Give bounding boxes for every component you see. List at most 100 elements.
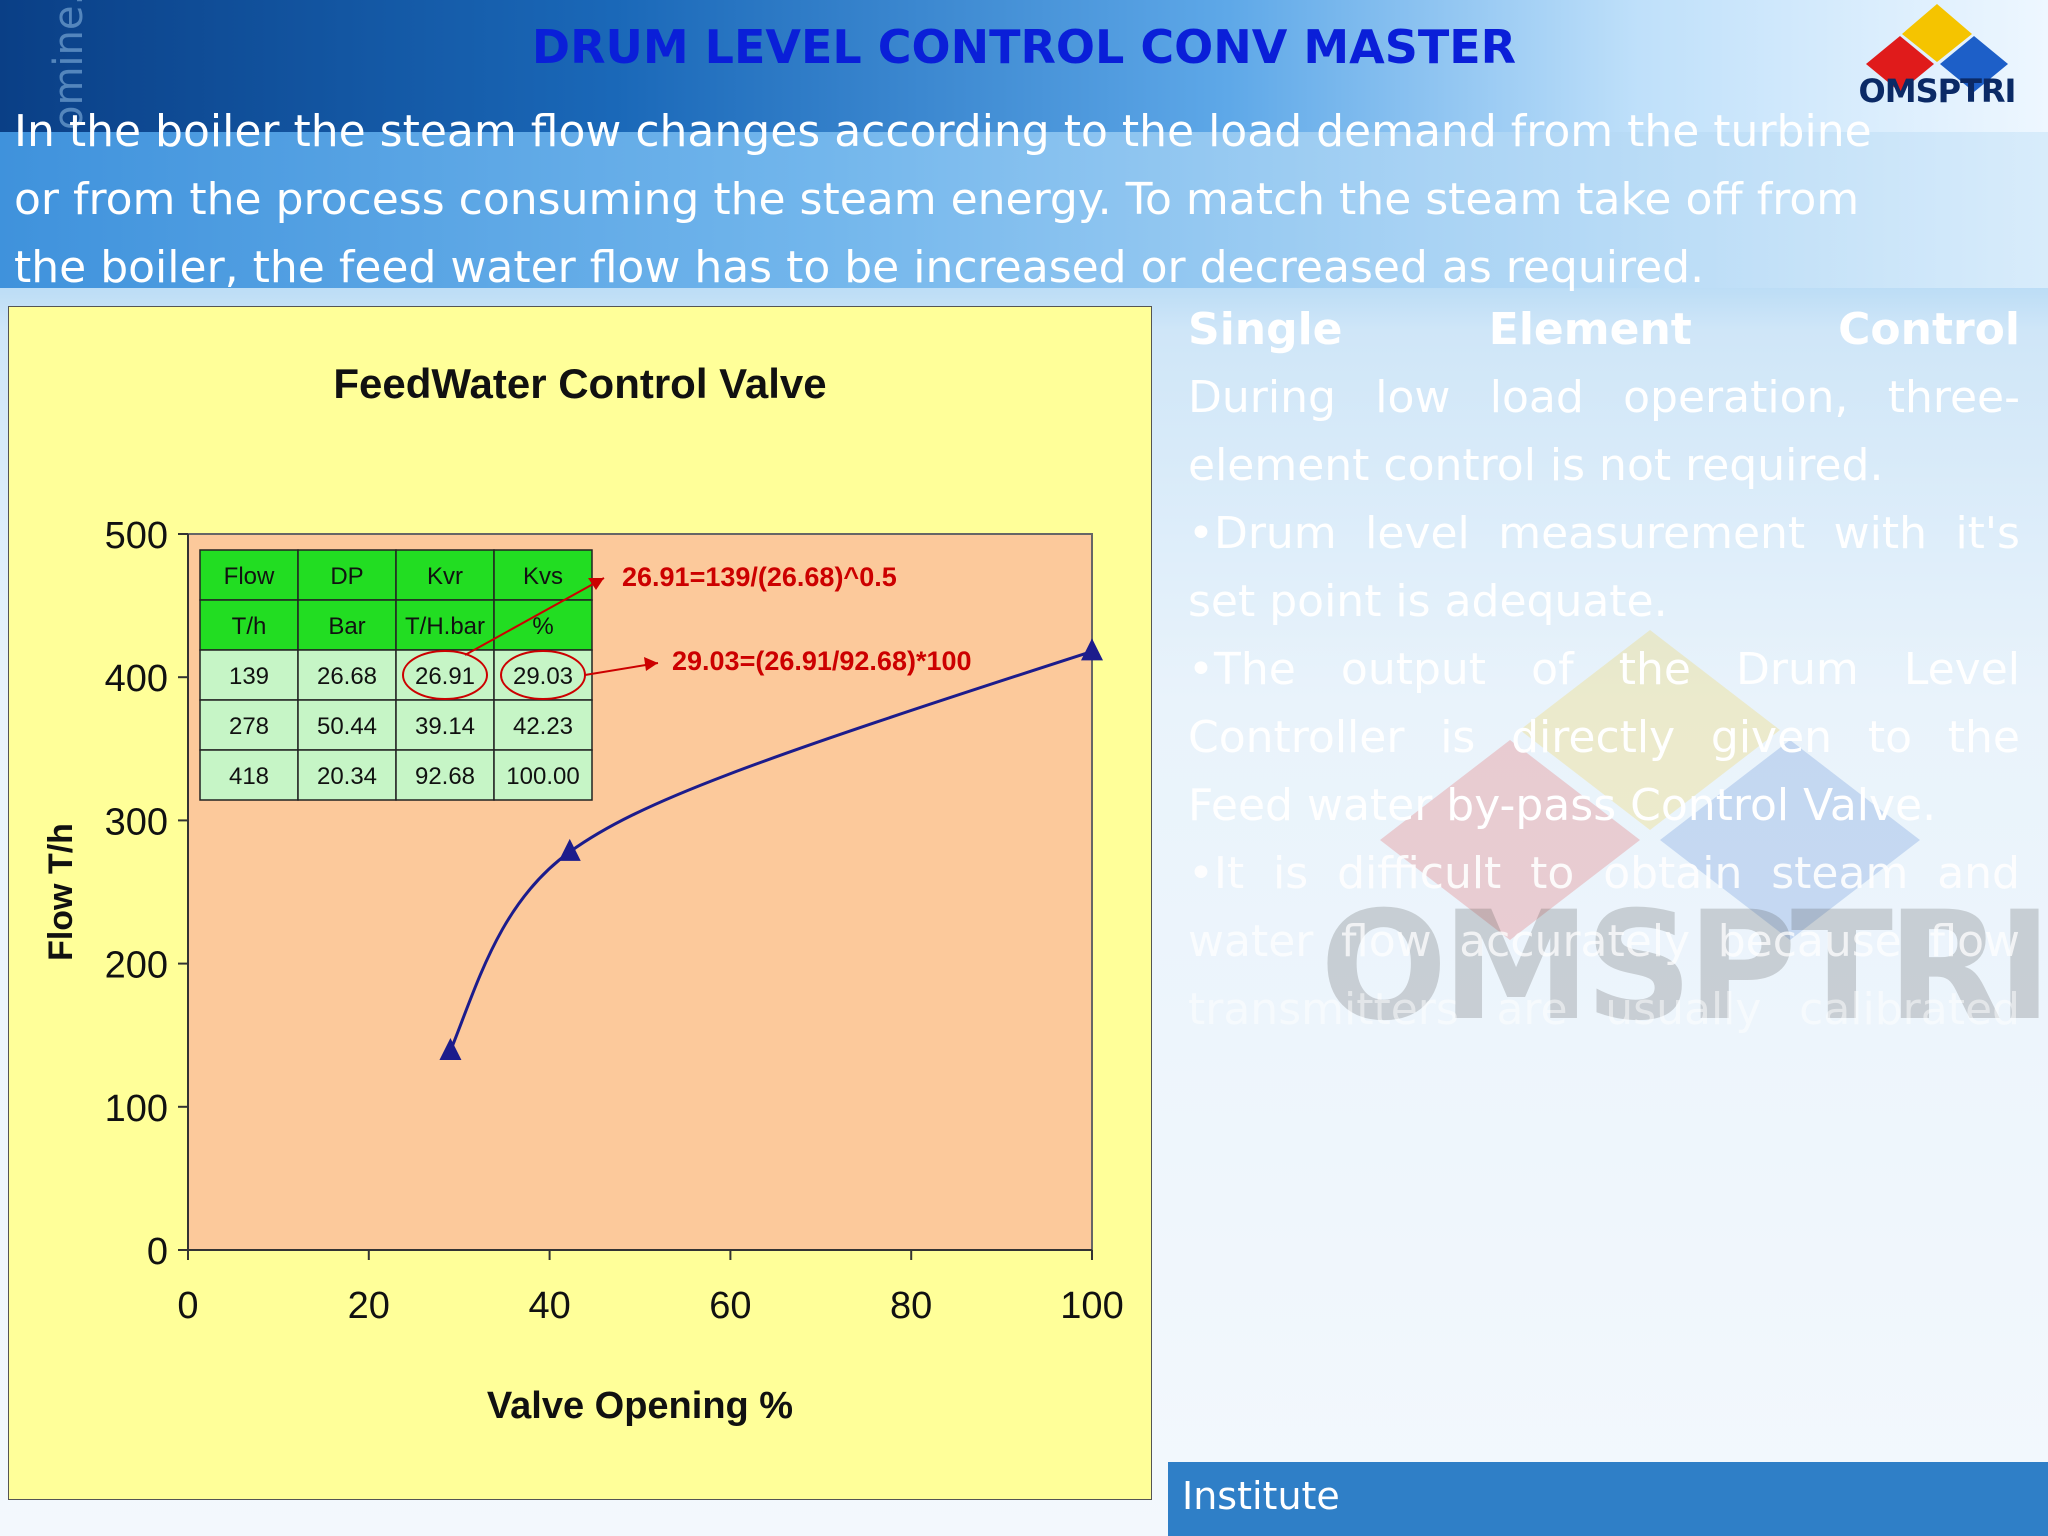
paragraph-word: the	[1618, 644, 1691, 695]
x-tick-label: 20	[348, 1285, 390, 1327]
table-cell	[493, 699, 593, 751]
paragraph-word: of	[1531, 644, 1574, 695]
paragraph-word: to	[1530, 848, 1575, 899]
paragraph-word: Drum	[1736, 644, 1859, 695]
paragraph-word: load	[1489, 372, 1584, 423]
y-tick-label: 500	[105, 515, 168, 557]
x-tick-label: 0	[177, 1285, 198, 1327]
table-cell	[395, 699, 495, 751]
annotation-arrow	[464, 577, 605, 656]
paragraph-word: calibrated	[1799, 984, 2020, 1035]
table-cell	[493, 599, 593, 651]
paragraph-word: with	[1833, 508, 1927, 559]
paragraph-word: set point is adequate.	[1188, 576, 1668, 627]
paragraph-word: Feed water by-pass Control Valve.	[1188, 780, 1937, 831]
table-cell-text: 29.03	[513, 663, 573, 690]
intro-paragraph: In the boiler the steam flow changes acc…	[14, 98, 2024, 302]
x-tick-label: 100	[1060, 1285, 1123, 1327]
paragraph-word: flow	[1340, 916, 1432, 967]
table-cell	[493, 749, 593, 801]
annotation-text: 26.91=139/(26.68)^0.5	[622, 562, 897, 592]
slide-title: DRUM LEVEL CONTROL CONV MASTER	[531, 20, 1517, 74]
paragraph-word: is	[1273, 848, 1309, 899]
paragraph-word: Controller	[1188, 712, 1405, 763]
paragraph-word: are	[1496, 984, 1568, 1035]
y-tick-label: 100	[105, 1088, 168, 1130]
heading-word: Element	[1488, 304, 1692, 355]
intro-line: In the boiler the steam flow changes acc…	[14, 106, 1872, 157]
paragraph-word: flow	[1929, 916, 2020, 967]
paragraph-word: operation,	[1623, 372, 1849, 423]
paragraph-line: Feed water by-pass Control Valve.	[1188, 772, 2020, 840]
table-cell-text: 50.44	[317, 713, 377, 740]
table-cell-text: 26.91	[415, 663, 475, 690]
logo-watermark-icon	[1380, 630, 1920, 940]
table-cell-text: T/h	[232, 613, 267, 640]
table-cell-text: 39.14	[415, 713, 475, 740]
table-cell-text: 26.68	[317, 663, 377, 690]
table-cell	[199, 749, 299, 801]
table-cell-text: 139	[229, 663, 269, 690]
y-tick-label: 400	[105, 658, 168, 700]
x-axis-label: Valve Opening %	[487, 1385, 793, 1427]
paragraph-word: directly	[1511, 712, 1676, 763]
intro-line: or from the process consuming the steam …	[14, 174, 1860, 225]
paragraph-line: element control is not required.	[1188, 432, 2020, 500]
arrow-head-icon	[644, 657, 658, 671]
paragraph-word: it's	[1955, 508, 2020, 559]
paragraph-word: because	[1717, 916, 1902, 967]
paragraph-word: •The	[1188, 644, 1296, 695]
paragraph-line: •It is difficult to obtain steam and	[1188, 840, 2020, 908]
paragraph-line: set point is adequate.	[1188, 568, 2020, 636]
table-cell	[493, 649, 593, 701]
paragraph-word: obtain	[1603, 848, 1743, 899]
table-cell-text: Kvr	[427, 563, 463, 590]
table-cell	[297, 649, 397, 701]
table-cell-text: T/H.bar	[405, 613, 485, 640]
table-cell-text: 418	[229, 763, 269, 790]
data-point	[558, 838, 581, 861]
paragraph-line: •Drum level measurement with it's	[1188, 500, 2020, 568]
footer-bar	[1168, 1462, 2048, 1536]
intro-line: the boiler, the feed water flow has to b…	[14, 242, 1705, 293]
paragraph-word: •It	[1188, 848, 1245, 899]
table-cell	[395, 649, 495, 701]
table-cell	[395, 749, 495, 801]
table-cell-text: Bar	[328, 613, 365, 640]
paragraph-word: the	[1947, 712, 2020, 763]
paragraph-word: low	[1375, 372, 1451, 423]
heading-word: Single	[1188, 304, 1343, 355]
table-cell-text: %	[532, 613, 553, 640]
y-tick-label: 300	[105, 801, 168, 843]
arrow-head-icon	[588, 578, 604, 590]
table-cell-text: 100.00	[506, 763, 579, 790]
paragraph-word: measurement	[1498, 508, 1806, 559]
footer-text: Institute	[1182, 1474, 1340, 1518]
y-tick-label: 0	[147, 1231, 168, 1273]
paragraph-word: to	[1867, 712, 1912, 763]
paragraph-line: •The output of the Drum Level	[1188, 636, 2020, 704]
paragraph-word: and	[1937, 848, 2020, 899]
paragraph-word: Level	[1903, 644, 2020, 695]
paragraph-line: transmitters are usually calibrated	[1188, 976, 2020, 1044]
paragraph-word: level	[1365, 508, 1470, 559]
table-cell	[297, 749, 397, 801]
table-cell	[199, 649, 299, 701]
table-cell-text: Flow	[224, 563, 275, 590]
annotation-text: 29.03=(26.91/92.68)*100	[672, 646, 972, 676]
data-point	[439, 1037, 462, 1060]
paragraph-word: given	[1710, 712, 1833, 763]
table-cell	[493, 549, 593, 601]
data-point	[1081, 638, 1103, 661]
highlight-circle	[402, 650, 488, 700]
section-heading: Single Element Control	[1188, 296, 2020, 364]
paragraph-line: water flow accurately because flow	[1188, 908, 2020, 976]
chart-title: FeedWater Control Valve	[333, 360, 826, 407]
watermark-text: OMSPTRI	[1320, 880, 2048, 1054]
heading-word: Control	[1838, 304, 2020, 355]
header-band	[0, 0, 2048, 132]
y-axis-label: Flow T/h	[42, 823, 80, 961]
paragraph-word: output	[1340, 644, 1487, 695]
paragraph-word: element control is not required.	[1188, 440, 1884, 491]
paragraph-word: accurately	[1459, 916, 1691, 967]
